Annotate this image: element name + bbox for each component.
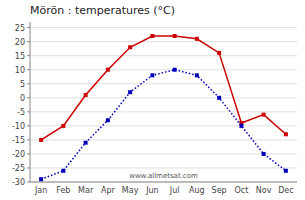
point (150, 73, 154, 77)
grid-line (30, 125, 297, 126)
point (128, 45, 132, 49)
point (173, 68, 177, 72)
grid-line (30, 111, 297, 112)
point (262, 113, 266, 117)
point (217, 51, 221, 55)
y-tick-label: -25 (12, 164, 25, 173)
point (106, 118, 110, 122)
grid-line (30, 41, 297, 42)
point (217, 96, 221, 100)
point (84, 93, 88, 97)
grid-line (30, 153, 297, 154)
marks (39, 34, 288, 181)
y-tick-label: -10 (12, 122, 25, 131)
x-tick-label: Nov (256, 186, 272, 195)
x-tick-label: Sep (212, 186, 227, 195)
point (106, 68, 110, 72)
grid-line (30, 83, 297, 84)
y-tick-label: -5 (17, 108, 25, 117)
y-tick-label: 15 (15, 52, 25, 61)
y-axis (30, 22, 31, 182)
title: Mörön : temperatures (°C) (30, 4, 175, 17)
y-tick-label: -30 (12, 178, 25, 187)
watermark: www.allmetsat.com (129, 172, 198, 180)
x-axis (30, 182, 297, 183)
series-line (41, 70, 286, 179)
point (128, 90, 132, 94)
x-tick-label: Mar (78, 186, 94, 195)
point (262, 152, 266, 156)
point (284, 132, 288, 136)
point (150, 34, 154, 38)
y-tick-label: 10 (15, 66, 25, 75)
x-tick-label: Feb (56, 186, 70, 195)
point (195, 37, 199, 41)
point (195, 73, 199, 77)
point (239, 124, 243, 128)
x-tick-label: Aug (189, 186, 205, 195)
point (84, 141, 88, 145)
grid-line (30, 182, 297, 183)
grid-line (30, 139, 297, 140)
chart: Mörön : temperatures (°C) -30 -25 -20 -15 -10… (0, 0, 305, 200)
x-tick-label: Jul (169, 186, 180, 195)
point (39, 177, 43, 181)
x-tick-label: Jan (34, 186, 47, 195)
x-tick-label: May (122, 186, 139, 195)
y-tick-label: 5 (20, 80, 25, 89)
grid-line (30, 69, 297, 70)
grid-line (30, 167, 297, 168)
grid-line (30, 55, 297, 56)
point (284, 169, 288, 173)
point (61, 169, 65, 173)
point (61, 124, 65, 128)
series-line (41, 36, 286, 140)
x-tick-label: Oct (234, 186, 248, 195)
y-tick-label: 25 (15, 24, 25, 33)
point (39, 138, 43, 142)
x-tick-label: Jun (145, 186, 159, 195)
grid (30, 28, 297, 182)
grid-line (30, 27, 297, 28)
x-tick-label: Apr (101, 186, 116, 195)
point (173, 34, 177, 38)
x-tick-label: Dec (278, 186, 293, 195)
y-tick-label: -15 (12, 136, 25, 145)
y-tick-label: 0 (20, 94, 25, 103)
y-tick-label: 20 (15, 38, 25, 47)
y-tick-label: -20 (12, 150, 25, 159)
grid-line (30, 97, 297, 98)
